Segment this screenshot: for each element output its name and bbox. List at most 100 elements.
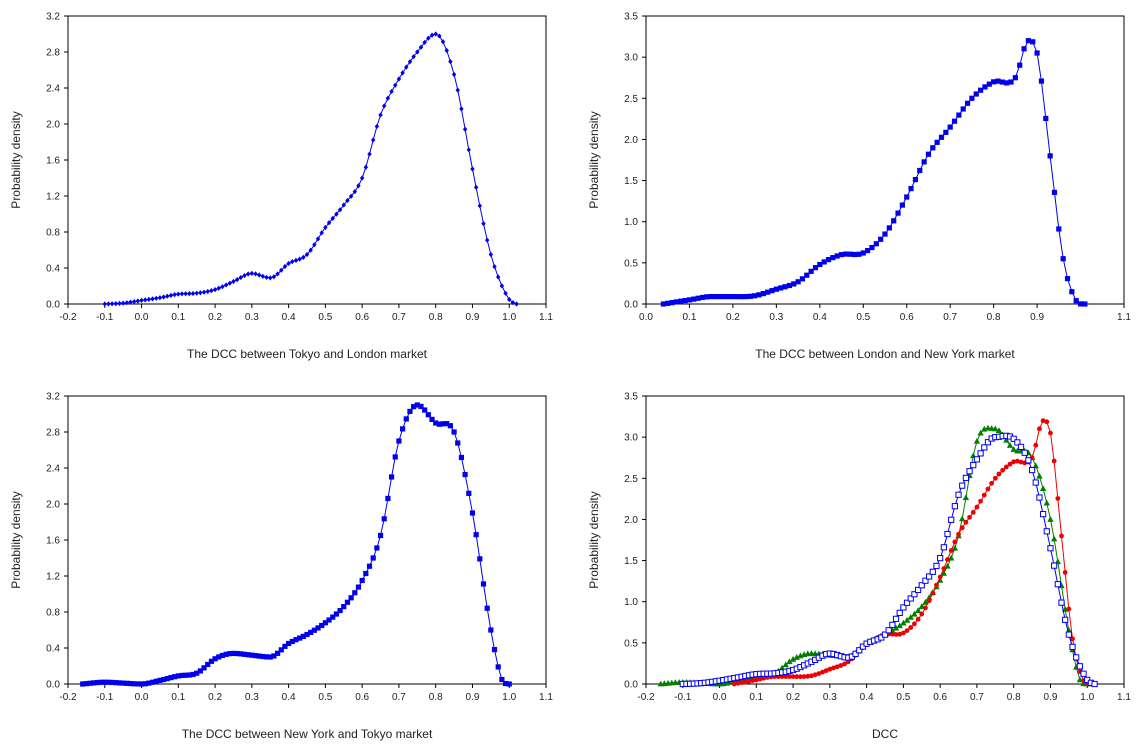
data-point (1040, 511, 1047, 518)
data-point (970, 462, 977, 469)
data-point (382, 103, 387, 109)
data-point (378, 112, 383, 118)
data-point (480, 581, 487, 587)
y-tick-label: 0.0 (624, 300, 638, 311)
x-tick-label: 0.0 (713, 692, 727, 703)
x-tick-label: 0.1 (171, 692, 185, 703)
data-point (282, 643, 288, 649)
data-point (985, 486, 991, 492)
data-point (1076, 663, 1083, 670)
y-tick-label: 3.5 (624, 392, 638, 403)
data-point (852, 650, 859, 657)
series-group (660, 38, 1088, 307)
data-point (773, 286, 779, 292)
data-point (1012, 75, 1018, 81)
x-tick-label: 1.1 (1117, 312, 1131, 323)
data-point (282, 263, 288, 270)
data-point (717, 293, 723, 300)
data-point (955, 491, 962, 498)
data-point (396, 438, 402, 444)
x-tick-label: 1.1 (539, 692, 553, 703)
data-point (502, 680, 509, 687)
data-point (260, 653, 266, 660)
data-point (142, 681, 148, 687)
data-point (834, 664, 840, 670)
data-point (1017, 62, 1023, 68)
data-point (234, 650, 240, 657)
y-tick-label: 0.0 (46, 680, 60, 691)
chart-panel-4: -0.2 -0.1 0.0 0.1 0.2 0.3 0.4 0.5 0.6 0.7 0.8 0.9 1.… (578, 380, 1138, 750)
data-point (183, 291, 188, 297)
data-point (739, 294, 745, 300)
data-point (223, 651, 229, 657)
x-tick-label: 0.1 (749, 692, 763, 703)
data-point (249, 270, 255, 276)
data-point (934, 582, 939, 588)
x-tick-label: 1.1 (1117, 692, 1131, 703)
data-point (146, 680, 152, 686)
data-point (1036, 494, 1043, 501)
data-point (1000, 467, 1006, 473)
data-point (1014, 458, 1020, 464)
data-point (903, 616, 911, 623)
data-point (989, 480, 995, 486)
data-point (1065, 627, 1073, 633)
data-point (161, 294, 166, 300)
data-point (440, 421, 446, 427)
data-point (366, 563, 373, 569)
data-point (422, 39, 427, 46)
data-point (462, 471, 468, 478)
data-point (447, 423, 453, 429)
data-point (892, 624, 900, 631)
data-point (219, 652, 226, 659)
y-tick-label: 1.5 (624, 556, 638, 567)
data-point (899, 202, 905, 208)
x-tick-label: 0.5 (856, 312, 870, 323)
data-point (403, 416, 409, 422)
data-point (982, 84, 988, 90)
data-point (127, 680, 134, 687)
data-point (915, 616, 921, 622)
data-point (477, 203, 483, 209)
data-point (1017, 443, 1025, 451)
x-tick-label: 1.0 (502, 692, 516, 703)
data-point (179, 291, 185, 297)
data-point (893, 632, 899, 637)
data-point (977, 429, 984, 436)
data-point (1039, 485, 1047, 492)
data-point (869, 244, 875, 251)
data-point (418, 403, 424, 410)
data-point (131, 681, 137, 687)
data-point (978, 87, 984, 93)
x-tick-label: -0.1 (96, 312, 114, 323)
data-point (896, 622, 903, 629)
data-point (923, 605, 928, 611)
data-point (1030, 39, 1036, 45)
data-point (245, 652, 251, 658)
data-point (153, 678, 159, 684)
data-point (948, 516, 955, 523)
chart-2: 0.0 0.1 0.2 0.3 0.4 0.5 0.6 0.7 0.8 0.9 1.1 0.0 0.5 1… (587, 12, 1131, 362)
data-point (734, 294, 740, 300)
y-tick-label: 3.5 (624, 12, 638, 23)
x-tick-label: -0.1 (674, 692, 692, 703)
data-point (241, 651, 248, 657)
data-point (895, 210, 901, 216)
data-point (999, 79, 1005, 85)
data-point (400, 70, 405, 76)
data-point (370, 555, 376, 561)
data-point (747, 293, 753, 299)
x-axis-label: The DCC between London and New York mark… (755, 347, 1015, 361)
x-tick-label: 0.6 (355, 312, 369, 323)
x-tick-label: 0.7 (392, 312, 406, 323)
data-point (278, 647, 284, 653)
data-point (739, 680, 744, 686)
data-point (230, 650, 237, 656)
data-point (326, 617, 332, 623)
data-point (686, 297, 693, 303)
data-point (175, 673, 181, 679)
data-point (279, 267, 284, 273)
y-tick-label: 2.4 (46, 464, 60, 475)
data-point (499, 283, 505, 289)
data-point (1014, 439, 1021, 446)
